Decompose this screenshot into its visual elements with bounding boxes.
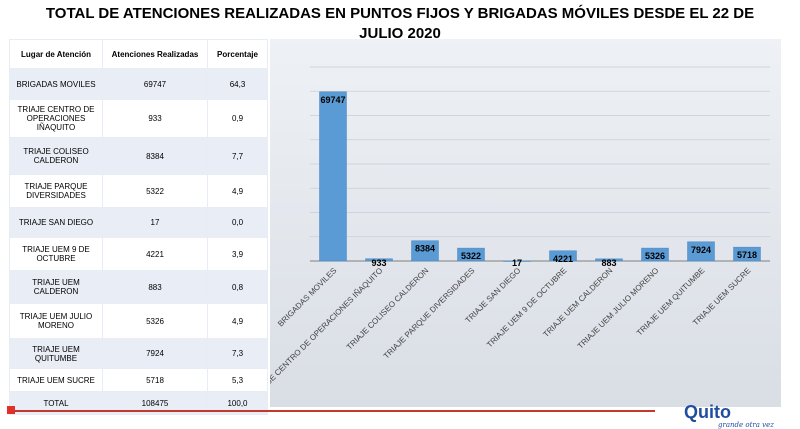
table-row: TRIAJE UEM JULIO MORENO 5326 4,9 [9, 303, 268, 339]
cell-lugar: TRIAJE CENTRO DE OPERACIONES IÑAQUITO [9, 99, 103, 138]
table-row: TRIAJE COLISEO CALDERON 8384 7,7 [9, 137, 268, 175]
cell-atenciones: 8384 [102, 137, 208, 175]
data-label: 8384 [415, 244, 435, 254]
header-lugar: Lugar de Atención [9, 39, 103, 69]
cell-porcentaje: 64,3 [207, 68, 268, 100]
data-label: 5322 [461, 251, 481, 261]
cell-atenciones: 883 [102, 270, 208, 304]
bar [365, 258, 393, 262]
logo-tagline: grande otra vez [718, 421, 774, 429]
bar [503, 260, 531, 262]
cell-lugar: TRIAJE UEM QUITUMBE [9, 338, 103, 369]
cell-lugar: TRIAJE UEM JULIO MORENO [9, 303, 103, 339]
page-title: TOTAL DE ATENCIONES REALIZADAS EN PUNTOS… [45, 5, 755, 42]
chart-background [270, 39, 781, 407]
cell-lugar: BRIGADAS MOVILES [9, 68, 103, 100]
x-tick-label: TRIAJE COLISEO CALDERON [345, 266, 431, 352]
quito-logo: Quito grande otra vez [684, 402, 774, 429]
logo-text: Quito [684, 402, 731, 422]
data-label: 5326 [645, 251, 665, 261]
cell-lugar: TRIAJE UEM CALDERON [9, 270, 103, 304]
table-row: TRIAJE UEM CALDERON 883 0,8 [9, 270, 268, 304]
bar [319, 91, 347, 262]
x-tick-label: TRIAJE PARQUE DIVERSIDADES [382, 266, 477, 361]
table-row: TRIAJE UEM 9 DE OCTUBRE 4221 3,9 [9, 237, 268, 271]
data-table: Lugar de Atención Atenciones Realizadas … [9, 39, 268, 415]
cell-porcentaje: 7,7 [207, 137, 268, 175]
data-label: 7924 [691, 245, 711, 255]
data-label: 5718 [737, 250, 757, 260]
table-row: TRIAJE UEM SUCRE 5718 5,3 [9, 368, 268, 392]
bar [641, 247, 669, 262]
cell-porcentaje: 4,9 [207, 303, 268, 339]
bar [733, 246, 761, 262]
cell-lugar: TRIAJE SAN DIEGO [9, 207, 103, 238]
table-row: BRIGADAS MOVILES 69747 64,3 [9, 68, 268, 100]
bar [595, 258, 623, 262]
cell-lugar: TRIAJE UEM SUCRE [9, 368, 103, 392]
footer-rule [9, 410, 655, 412]
x-tick-label: TRIAJE UEM 9 DE OCTUBRE [485, 266, 568, 349]
table-row: TRIAJE CENTRO DE OPERACIONES IÑAQUITO 933… [9, 99, 268, 138]
data-label: 933 [371, 258, 386, 268]
cell-atenciones: 5326 [102, 303, 208, 339]
cell-lugar: TRIAJE UEM 9 DE OCTUBRE [9, 237, 103, 271]
cell-atenciones: 4221 [102, 237, 208, 271]
data-table-panel: Lugar de Atención Atenciones Realizadas … [9, 39, 268, 415]
data-label: 17 [512, 258, 522, 268]
bar [411, 240, 439, 262]
cell-atenciones: 69747 [102, 68, 208, 100]
table-header-row: Lugar de Atención Atenciones Realizadas … [9, 39, 268, 69]
header-atenciones: Atenciones Realizadas [102, 39, 208, 69]
cell-lugar: TRIAJE COLISEO CALDERON [9, 137, 103, 175]
cell-porcentaje: 0,9 [207, 99, 268, 138]
cell-atenciones: 7924 [102, 338, 208, 369]
table-row: TRIAJE PARQUE DIVERSIDADES 5322 4,9 [9, 174, 268, 208]
header-porcentaje: Porcentaje [207, 39, 268, 69]
data-label: 4221 [553, 254, 573, 264]
cell-atenciones: 5718 [102, 368, 208, 392]
cell-porcentaje: 0,8 [207, 270, 268, 304]
cell-porcentaje: 3,9 [207, 237, 268, 271]
table-row: TRIAJE UEM QUITUMBE 7924 7,3 [9, 338, 268, 369]
bar [457, 247, 485, 262]
footer-marker [7, 406, 15, 414]
cell-atenciones: 933 [102, 99, 208, 138]
table-row: TRIAJE SAN DIEGO 17 0,0 [9, 207, 268, 238]
data-label: 883 [601, 258, 616, 268]
cell-porcentaje: 4,9 [207, 174, 268, 208]
bar [549, 250, 577, 262]
cell-porcentaje: 0,0 [207, 207, 268, 238]
cell-atenciones: 17 [102, 207, 208, 238]
x-tick-label: TRIAJE UEM JULIO MORENO [576, 266, 661, 351]
cell-atenciones: 5322 [102, 174, 208, 208]
data-label: 69747 [320, 95, 345, 105]
cell-lugar: TRIAJE PARQUE DIVERSIDADES [9, 174, 103, 208]
cell-lugar: TOTAL [9, 391, 103, 415]
cell-porcentaje: 5,3 [207, 368, 268, 392]
bar [687, 241, 715, 262]
cell-porcentaje: 7,3 [207, 338, 268, 369]
